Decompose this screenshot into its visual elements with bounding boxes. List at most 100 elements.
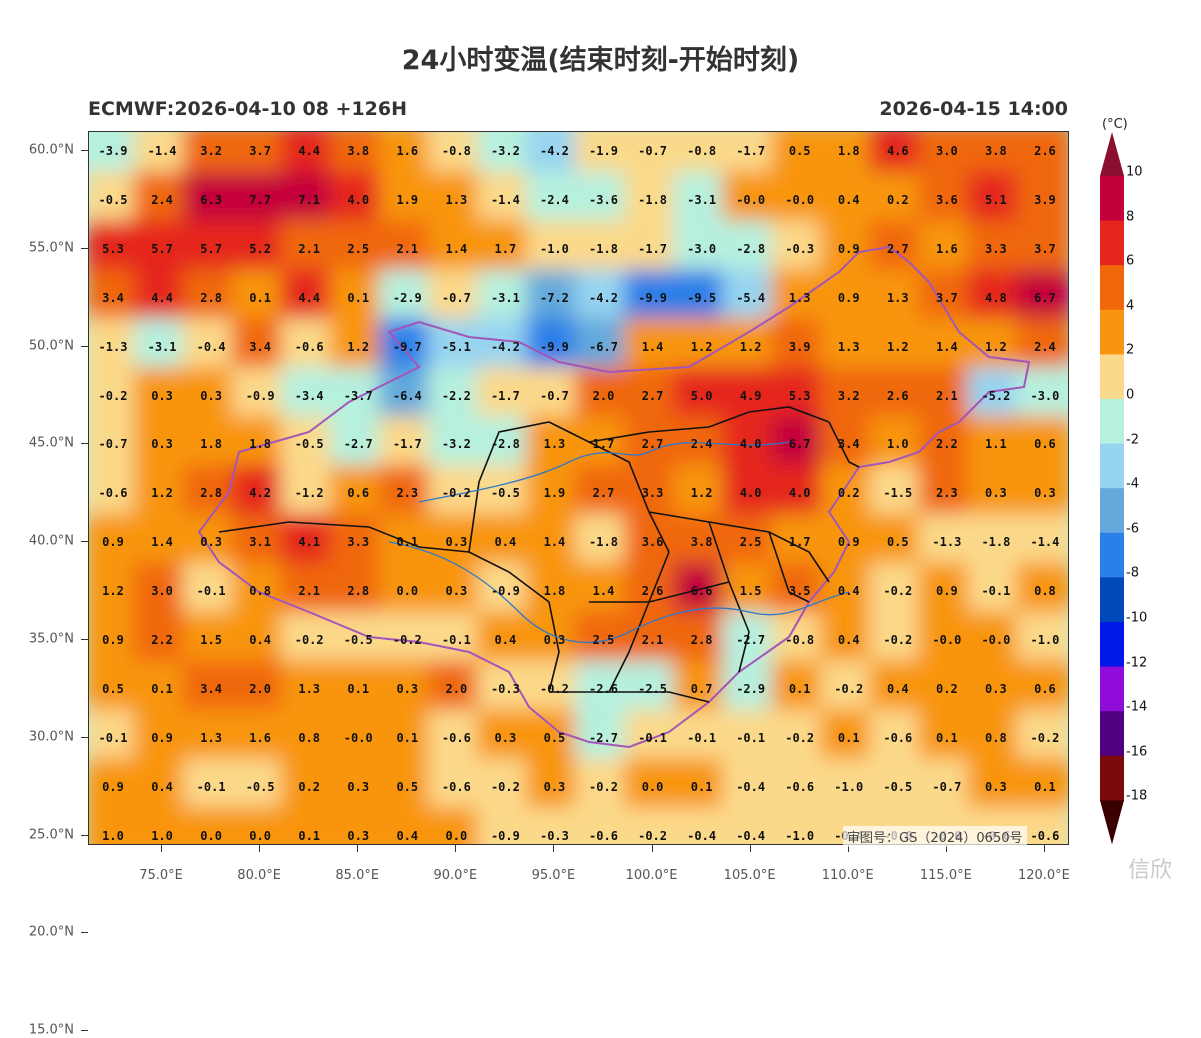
shade-cell [476,269,534,327]
grid-value: 2.8 [690,633,713,647]
shade-cell [231,171,289,229]
grid-value: 2.0 [249,681,271,696]
grid-value: 0.5 [396,779,419,794]
grid-value: 1.4 [592,584,615,599]
shade-cell [378,318,436,376]
grid-value: -2.7 [589,730,618,745]
shade-cell [967,660,1025,718]
grid-value: 3.4 [102,290,124,305]
colorbar-segment [1100,532,1124,578]
shade-cell [133,220,191,278]
grid-value: -3.4 [294,388,324,403]
longitude-label: 110.0°E [821,868,874,883]
latitude-label: 45.0°N [28,435,74,451]
latitude-label: 60.0°N [28,142,74,158]
grid-value: -3.9 [98,144,128,158]
grid-value: 0.8 [985,730,1007,745]
grid-value: -3.2 [441,437,471,452]
grid-value: -2.9 [392,290,422,305]
colorbar-label: 8 [1126,209,1135,225]
grid-value: -0.3 [539,828,569,843]
shade-cell [673,758,731,816]
grid-value: 0.9 [837,290,860,305]
grid-value: -2.6 [589,681,618,696]
grid-value: 3.4 [249,339,271,354]
shade-cell [820,758,878,816]
grid-value: 0.1 [249,290,271,305]
shade-cell [624,513,682,571]
grid-value: 0.4 [494,633,517,647]
shade-cell [133,415,191,473]
grid-value: 0.0 [396,584,419,599]
shade-cell [427,415,485,473]
shade-cell [378,709,436,767]
shade-cell [378,220,436,278]
grid-value: 0.1 [396,730,419,745]
grid-value: -0.2 [883,633,913,647]
grid-value: -0.7 [441,290,471,305]
shade-cell [89,758,142,816]
grid-value: -1.0 [834,779,864,794]
shade-cell [329,611,387,669]
colorbar-segment [1100,622,1124,668]
latitude-label: 15.0°N [28,1022,74,1038]
grid-value: -0.7 [539,388,569,403]
grid-value: 6.3 [200,192,222,207]
shade-cell [820,611,878,669]
shade-cell [378,464,436,522]
grid-value: 2.7 [886,241,909,256]
grid-value: 1.3 [298,681,321,696]
shade-cell [182,269,240,327]
colorbar-segment [1100,755,1124,801]
longitude-tick [259,845,261,852]
colorbar-arrow-top [1100,132,1124,176]
grid-value: 0.9 [837,241,860,256]
shade-cell [673,220,731,278]
shade-cell [525,367,583,424]
grid-value: 0.6 [1034,681,1056,696]
shade-cell [624,807,682,844]
temperature-change-map: -3.9 -1.4 3.2 3.7 4.4 3.8 1.6 -0.8 -3.2 -4.2 -1.9 -… [88,131,1069,845]
colorbar-segment [1100,577,1124,623]
rivers [388,441,850,644]
shade-cell [89,807,142,844]
grid-value: 0.5 [886,535,909,550]
shade-cell [967,464,1025,522]
grid-value: 0.3 [985,779,1007,794]
grid-value: -0.9 [490,584,520,599]
grid-value: 0.4 [151,779,173,794]
grid-value: 1.5 [200,633,222,647]
shade-cell [427,660,485,718]
shade-cell [280,171,338,229]
colorbar-segment [1100,354,1124,400]
grid-value: 2.4 [1034,339,1056,354]
shade-cell [869,513,927,571]
grid-value: -3.1 [687,192,717,207]
grid-value: 1.3 [445,192,468,207]
grid-value: -0.2 [539,681,569,696]
shade-cell [869,709,927,767]
shade-cell [771,513,829,571]
grid-value: -0.5 [883,779,913,794]
grid-value: 2.3 [936,486,958,501]
shade-cell [918,513,976,571]
grid-value: -0.5 [343,633,373,647]
grid-value: 4.2 [249,486,271,501]
shade-cell [869,464,927,522]
grid-value: 0.4 [396,828,419,843]
shade-cell [378,807,436,844]
latitude-label: 40.0°N [28,533,74,549]
shade-cell [427,513,485,571]
shade-cell [771,415,829,473]
shade-cell [869,758,927,816]
colorbar-segment [1100,265,1124,311]
shade-cell [280,709,338,767]
shade-cell [231,220,289,278]
grid-value: 0.6 [1034,437,1056,452]
shade-cell [378,660,436,718]
longitude-label: 115.0°E [919,868,972,883]
shade-cell [624,220,682,278]
grid-value: 1.5 [739,584,762,599]
grid-value: -5.1 [441,339,471,354]
shade-cell [1016,415,1068,473]
